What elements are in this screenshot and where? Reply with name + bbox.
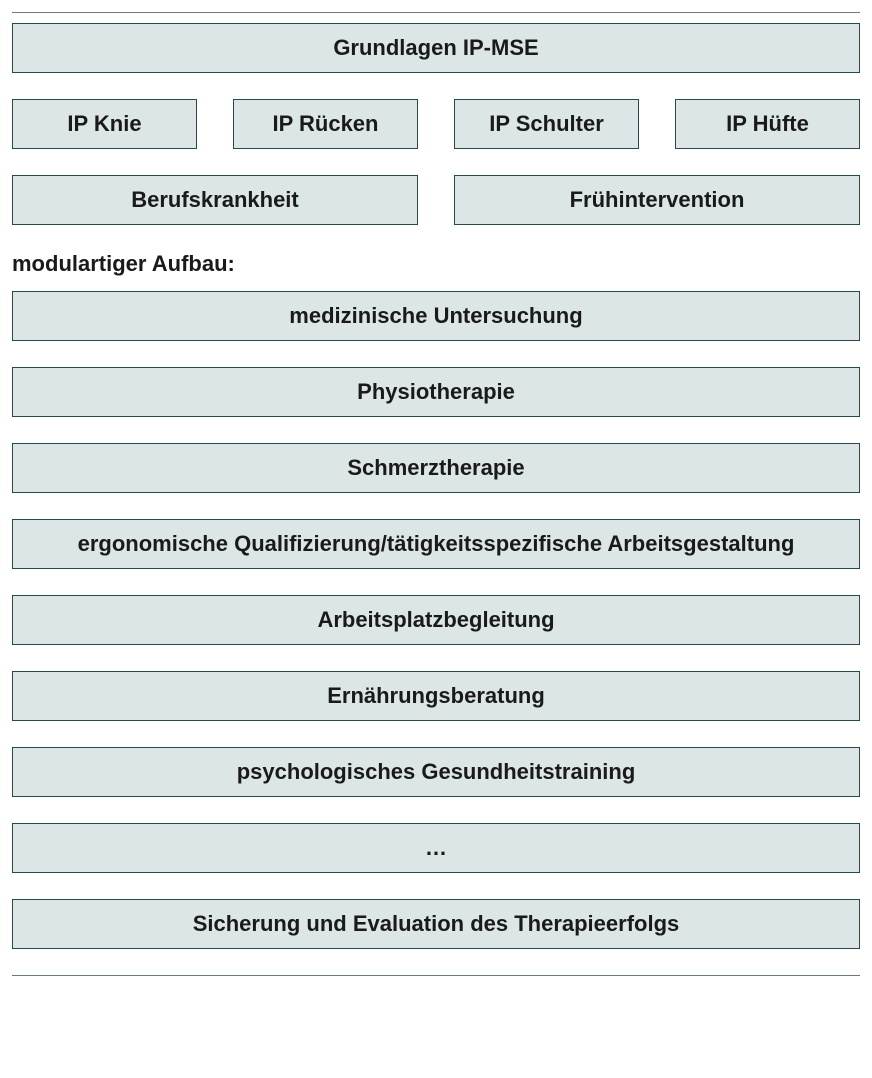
ip-huefte-box: IP Hüfte: [675, 99, 860, 149]
fruehintervention-box: Frühintervention: [454, 175, 860, 225]
section-label: modulartiger Aufbau:: [12, 251, 860, 277]
module-box: …: [12, 823, 860, 873]
module-box: medizinische Untersuchung: [12, 291, 860, 341]
module-box: psychologisches Gesundheitstraining: [12, 747, 860, 797]
module-box: Sicherung und Evaluation des Therapieerf…: [12, 899, 860, 949]
divider-top: [12, 12, 860, 13]
module-box: Physiotherapie: [12, 367, 860, 417]
ip-row: IP Knie IP Rücken IP Schulter IP Hüfte: [12, 99, 860, 149]
header-box: Grundlagen IP-MSE: [12, 23, 860, 73]
ip-ruecken-box: IP Rücken: [233, 99, 418, 149]
berufskrankheit-box: Berufskrankheit: [12, 175, 418, 225]
module-list: medizinische Untersuchung Physiotherapie…: [12, 291, 860, 949]
ip-knie-box: IP Knie: [12, 99, 197, 149]
divider-bottom: [12, 975, 860, 976]
module-box: ergonomische Qualifizierung/tätigkeitssp…: [12, 519, 860, 569]
module-box: Schmerztherapie: [12, 443, 860, 493]
category-row: Berufskrankheit Frühintervention: [12, 175, 860, 225]
module-box: Arbeitsplatzbegleitung: [12, 595, 860, 645]
module-box: Ernährungsberatung: [12, 671, 860, 721]
ip-schulter-box: IP Schulter: [454, 99, 639, 149]
